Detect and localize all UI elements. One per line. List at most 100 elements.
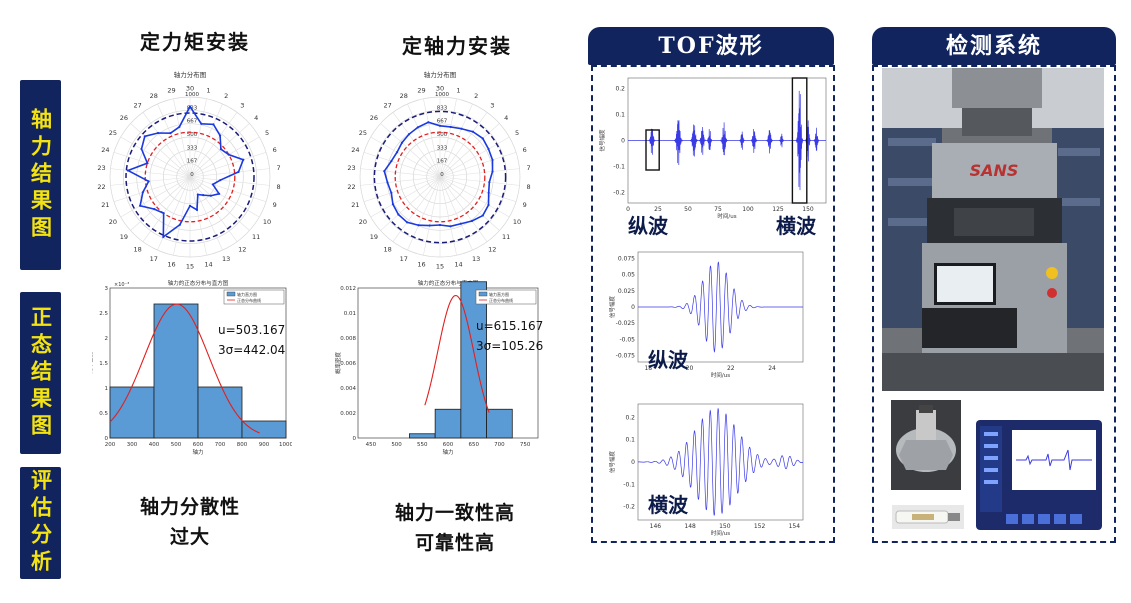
polar-angle-label: 4	[504, 114, 508, 122]
polar-angle-label: 16	[167, 261, 175, 269]
waveform-x-tick: 154	[789, 523, 801, 530]
polar-measured-point	[405, 221, 409, 224]
polar-measured-point	[488, 181, 491, 184]
polar-grid-spoke	[189, 176, 223, 251]
polar-angle-label: 14	[454, 261, 462, 269]
waveform-y-tick: 0.05	[622, 272, 636, 279]
polar-measured-point	[126, 169, 130, 172]
histogram-normal-curve	[109, 303, 260, 434]
polar-angle-label: 2	[224, 92, 228, 100]
polar-grid-spoke	[173, 98, 191, 178]
histogram-bar	[241, 420, 287, 439]
histogram-x-tick: 900	[259, 442, 270, 448]
polar-measured-point	[397, 213, 400, 216]
polar-angle-label: 1	[206, 86, 210, 94]
side-label-axial-result: 轴力结果图	[20, 80, 61, 270]
polar-grid-spoke	[189, 176, 207, 256]
polar-angle-label: 4	[254, 114, 258, 122]
polar-measured-point	[139, 204, 142, 207]
polar-angle-label: 28	[150, 92, 158, 100]
polar-measured-point	[162, 212, 165, 215]
verdict-left: 轴力分散性 过大	[115, 492, 265, 552]
polar-angle-label: 27	[384, 101, 392, 109]
polar-angle-label: 29	[417, 86, 425, 94]
polar-grid-spoke	[380, 176, 441, 231]
polar-angle-label: 25	[359, 129, 367, 137]
polar-grid-spoke	[439, 136, 510, 178]
waveform-x-tick: 146	[650, 523, 662, 530]
verdict-right-line2: 可靠性高	[414, 532, 495, 554]
histogram-x-tick: 500	[391, 442, 402, 448]
waveform-x-tick: 22	[727, 365, 735, 372]
polar-grid-spoke	[189, 176, 270, 186]
polar-grid-spoke	[407, 176, 441, 251]
polar-grid-spoke	[439, 176, 457, 256]
polar-angle-label: 3	[490, 101, 494, 109]
polar-measured-point	[427, 121, 430, 124]
polar-measured-point	[460, 127, 463, 130]
histogram-x-tick: 450	[366, 442, 377, 448]
polar-angle-label: 27	[134, 101, 142, 109]
polar-measured-point	[383, 170, 386, 173]
polar-angle-label: 6	[273, 146, 277, 154]
polar-angle-label: 26	[370, 114, 378, 122]
polar-grid-spoke	[189, 112, 238, 178]
label-transverse-wave-zoom: 横波	[648, 493, 688, 517]
polar-angle-label: 11	[502, 233, 510, 241]
polar-measured-point	[237, 170, 240, 173]
polar-angle-label: 28	[400, 92, 408, 100]
polar-upper-limit-ring	[373, 110, 507, 244]
polar-grid-spoke	[439, 176, 488, 242]
polar-measured-point	[386, 181, 389, 184]
polar-grid-spoke	[113, 151, 191, 178]
histogram-x-tick: 800	[237, 442, 248, 448]
polar-radial-tick: 1000	[435, 92, 449, 98]
waveform-x-label: 时间/us	[717, 212, 736, 220]
polar-radial-tick: 333	[187, 145, 198, 151]
polar-angle-label: 9	[523, 201, 527, 209]
polar-measured-point	[140, 147, 143, 151]
histogram-bar	[109, 386, 155, 439]
histogram-x-tick: 650	[468, 442, 479, 448]
polar-measured-point	[416, 126, 419, 129]
waveform-y-tick: -0.2	[613, 190, 625, 197]
right-column-title: 定轴力安装	[402, 34, 512, 58]
histogram-y-label: 概率密度	[92, 352, 94, 375]
polar-measured-point	[195, 208, 199, 211]
histogram-x-tick: 550	[417, 442, 428, 448]
histogram-normal-curve	[424, 294, 490, 413]
polar-angle-label: 30	[436, 85, 444, 93]
polar-measured-point	[209, 194, 212, 197]
histogram-y-exponent: ×10⁻³	[114, 282, 129, 288]
histogram-title: 轴力的正态分布与直方图	[418, 280, 479, 287]
histogram-y-label: 概率密度	[334, 352, 342, 375]
polar-measured-point	[217, 192, 221, 195]
left-column-title: 定力矩安装	[140, 30, 250, 54]
polar-measured-point	[146, 162, 149, 165]
polar-angle-label: 6	[523, 146, 527, 154]
histogram-y-tick: 0.002	[340, 411, 356, 417]
polar-radial-tick: 833	[187, 105, 198, 111]
polar-measured-point	[449, 225, 452, 228]
waveform-y-tick: 0	[631, 459, 635, 466]
polar-radial-tick: 500	[187, 132, 198, 138]
histogram-x-tick: 500	[171, 442, 182, 448]
polar-grid-spoke	[142, 176, 191, 242]
histogram-title: 轴力的正态分布与直方图	[168, 280, 229, 287]
histogram-stat-mean: u=615.167	[476, 319, 543, 333]
polar-grid-spoke	[110, 168, 191, 178]
polar-title: 轴力分布图	[424, 70, 457, 79]
waveform-x-label: 时间/us	[711, 529, 730, 537]
waveform-y-tick: 0.025	[618, 288, 635, 295]
waveform-y-tick: 0.1	[625, 437, 635, 444]
polar-measured-point	[188, 105, 192, 108]
polar-grid-spoke	[439, 176, 510, 218]
polar-angle-label: 17	[400, 255, 408, 263]
polar-radial-tick: 0	[190, 172, 194, 178]
polar-grid-spoke	[157, 103, 191, 178]
polar-angle-label: 10	[263, 218, 271, 226]
polar-measured-point	[219, 148, 223, 151]
polar-grid-spoke	[439, 176, 500, 231]
polar-grid-spoke	[423, 98, 441, 178]
histogram-x-tick: 300	[127, 442, 138, 448]
